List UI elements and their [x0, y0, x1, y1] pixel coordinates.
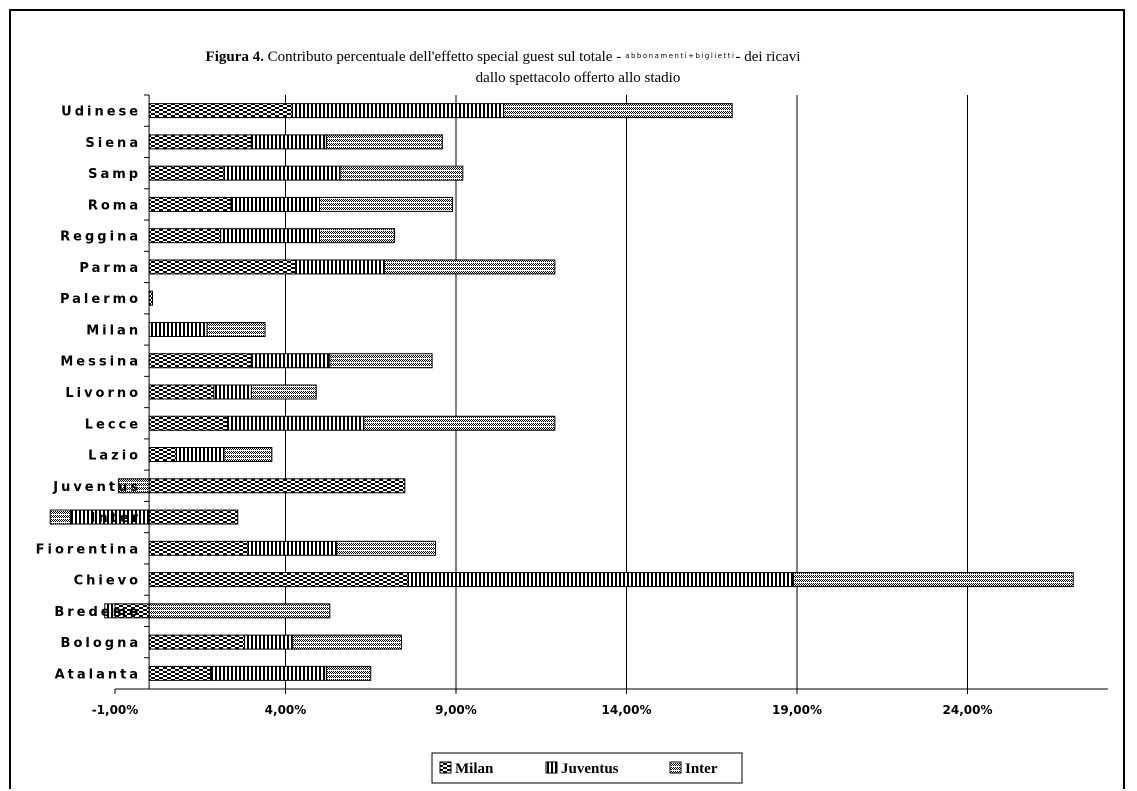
bar-milan-lazio: [148, 447, 177, 463]
category-label: Udinese: [61, 105, 141, 120]
x-tick-label: 24,00%: [943, 703, 993, 717]
category-label: Juventus: [52, 480, 141, 495]
category-label: Palermo: [60, 292, 141, 307]
bar-juventus-livorno: [213, 384, 252, 400]
bar-milan-bologna: [148, 634, 246, 650]
category-label: Milan: [86, 323, 141, 338]
title-bold-part: Figura 4.: [206, 49, 265, 65]
bar-juventus-messina: [250, 353, 331, 369]
bar-inter-lazio: [223, 447, 273, 463]
category-label: Atalanta: [55, 667, 142, 682]
bar-milan-lecce: [148, 415, 229, 431]
bar-milan-parma: [148, 259, 297, 275]
bar-inter-udinese: [503, 103, 733, 119]
bar-inter-fiorentina: [336, 540, 437, 556]
title-main-part: Contributo percentuale dell'effetto spec…: [264, 49, 621, 65]
category-label: Roma: [88, 198, 141, 213]
bar-juventus-parma: [295, 259, 385, 275]
bar-milan-palermo: [148, 290, 154, 306]
bar-juventus-atalanta: [209, 665, 327, 681]
bar-juventus-roma: [230, 196, 321, 212]
x-tick-label: 19,00%: [772, 703, 822, 717]
bar-juventus-fiorentina: [247, 540, 338, 556]
category-label: Livorno: [65, 386, 141, 401]
title-small-part: abbonamenti+biglietti: [625, 52, 735, 60]
tick-labels: -1,00% 4,00% 9,00% 14,00% 19,00% 24,00%: [92, 703, 993, 717]
legend-box: [431, 752, 743, 784]
bar-milan-siena: [148, 134, 252, 150]
legend-label-milan: Milan: [455, 761, 494, 777]
bar-inter-samp: [339, 165, 464, 181]
bar-milan-livorno: [148, 384, 215, 400]
bars: [49, 103, 1074, 681]
bar-inter-reggina: [319, 228, 396, 244]
legend-swatch-inter: [669, 761, 682, 774]
legend-label-inter: Inter: [685, 761, 718, 777]
bar-juventus-lecce: [227, 415, 365, 431]
bar-inter-atalanta: [325, 665, 372, 681]
bar-juventus-milan: [148, 321, 208, 337]
bar-inter-messina: [329, 353, 433, 369]
legend-label-juventus: Juventus: [561, 761, 619, 777]
bar-juventus-chievo: [407, 572, 795, 588]
category-label: Bredemo: [54, 605, 141, 620]
bar-juventus-udinese: [291, 103, 505, 119]
bar-juventus-siena: [250, 134, 327, 150]
bar-milan-roma: [148, 196, 232, 212]
bar-milan-inter: [148, 509, 239, 525]
category-label: Siena: [85, 136, 141, 151]
legend: Milan Juventus Inter: [431, 752, 743, 784]
category-label: Fiorentina: [36, 542, 141, 557]
bar-juventus-reggina: [220, 228, 321, 244]
bar-juventus-lazio: [175, 447, 225, 463]
bar-inter-chievo: [793, 572, 1074, 588]
x-tick-label: -1,00%: [92, 703, 139, 717]
chart-canvas: Figura 4. Contributo percentuale dell'ef…: [36, 49, 1108, 784]
legend-swatch-milan: [439, 761, 452, 774]
bar-milan-messina: [148, 353, 252, 369]
chart-title-line2: dallo spettacolo offerto allo stadio: [476, 70, 681, 86]
chart-title-line1: Figura 4. Contributo percentuale dell'ef…: [206, 49, 801, 65]
category-label: Reggina: [60, 230, 141, 245]
bar-inter-bologna: [291, 634, 402, 650]
bar-milan-chievo: [148, 572, 409, 588]
bar-inter-milan: [206, 321, 266, 337]
bar-milan-juventus: [148, 478, 406, 494]
bar-milan-udinese: [148, 103, 293, 119]
bar-milan-reggina: [148, 228, 222, 244]
category-label: Samp: [88, 167, 141, 182]
category-label: Lecce: [85, 417, 141, 432]
bar-inter-roma: [319, 196, 454, 212]
bar-juventus-bredemo: [104, 603, 116, 619]
bar-inter-inter: [49, 509, 72, 525]
category-label: Bologna: [61, 636, 142, 651]
category-label: Lazio: [88, 449, 141, 464]
category-label: Chievo: [74, 574, 141, 589]
gridlines: [285, 95, 968, 689]
bar-inter-livorno: [250, 384, 317, 400]
bar-inter-parma: [383, 259, 556, 275]
category-label: Inter: [91, 511, 142, 526]
bar-juventus-bologna: [244, 634, 293, 650]
bar-milan-samp: [148, 165, 225, 181]
bar-milan-atalanta: [148, 665, 211, 681]
category-labels: Udinese Siena Samp Roma Reggina Parma Palermo M…: [36, 105, 142, 683]
title-end-part: - dei ricavi: [735, 49, 800, 65]
category-label: Messina: [60, 355, 141, 370]
x-tick-label: 14,00%: [602, 703, 652, 717]
legend-swatch-juventus: [545, 761, 558, 774]
bar-inter-bredemo: [148, 603, 331, 619]
x-tick-label: 9,00%: [435, 703, 477, 717]
chart-frame: Figura 4. Contributo percentuale dell'ef…: [9, 9, 1125, 789]
bar-milan-fiorentina: [148, 540, 249, 556]
chart-title: Figura 4. Contributo percentuale dell'ef…: [206, 49, 801, 86]
axes: [114, 94, 1108, 694]
bar-inter-lecce: [363, 415, 556, 431]
bar-juventus-samp: [223, 165, 341, 181]
category-label: Parma: [79, 261, 141, 276]
bar-inter-siena: [325, 134, 443, 150]
x-tick-label: 4,00%: [265, 703, 307, 717]
